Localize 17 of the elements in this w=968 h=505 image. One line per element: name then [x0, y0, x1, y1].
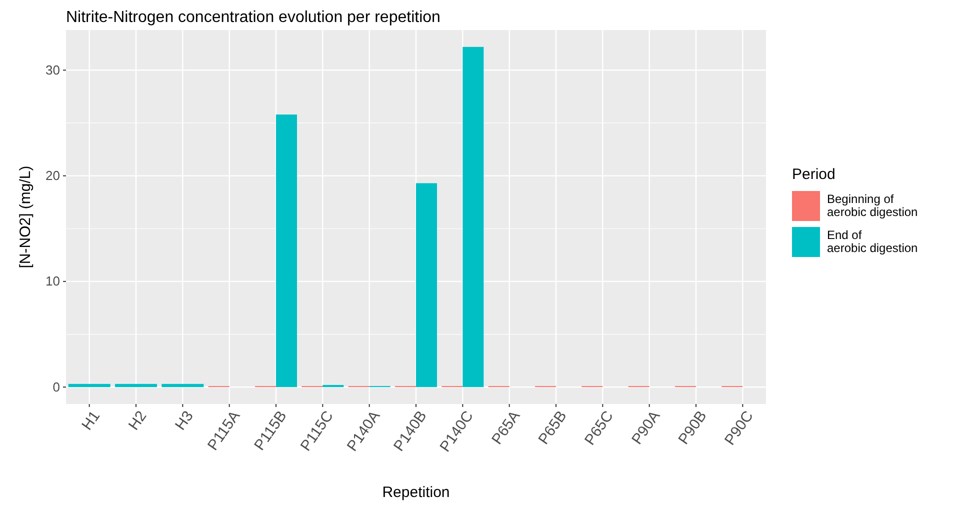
bar [276, 114, 297, 388]
y-tick-label: 30 [46, 62, 60, 78]
x-tick-label: H1 [78, 408, 104, 434]
y-tick-label: 0 [52, 379, 60, 394]
legend-title: Period [792, 166, 836, 183]
chart-title: Nitrite-Nitrogen concentration evolution per repetition [66, 9, 440, 26]
x-axis-title: Repetition [382, 484, 450, 501]
text: End of aerobic digestion [827, 228, 918, 255]
bar [322, 384, 344, 388]
x-tick-label: H3 [172, 408, 197, 434]
bar [416, 183, 437, 388]
y-axis-title: [N-NO2] (mg/L) [17, 166, 34, 268]
x-tick-label: H2 [125, 408, 150, 434]
y-tick-label: 10 [46, 274, 60, 289]
bar [462, 46, 484, 388]
y-tick-label: 20 [46, 168, 60, 183]
text: Beginning of aerobic digestion [827, 192, 918, 219]
